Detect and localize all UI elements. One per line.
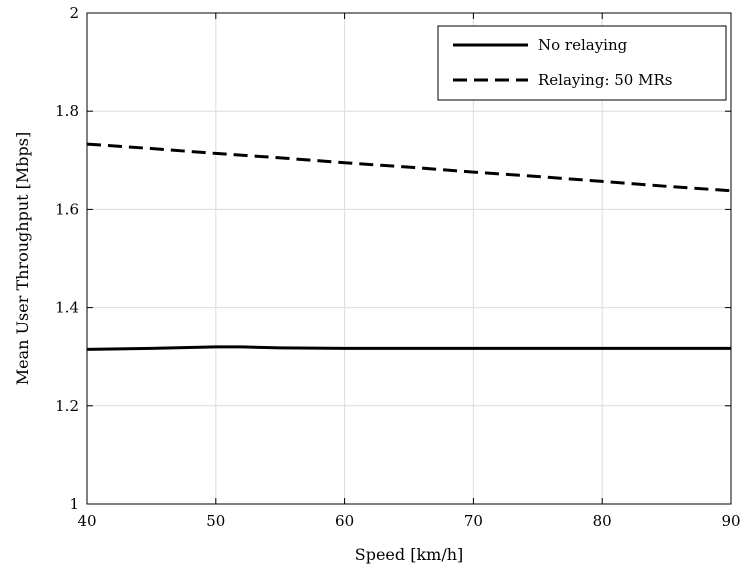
y-axis-label: Mean User Throughput [Mbps] [13, 132, 32, 385]
axis-ticks: 40 50 60 70 80 90 1 1.2 1.4 1.6 1.8 2 [55, 4, 740, 530]
legend-label-0: No relaying [538, 36, 628, 54]
y-tick-label: 2 [69, 4, 79, 22]
y-tick-label: 1.8 [55, 102, 79, 120]
x-tick-label: 80 [593, 512, 612, 530]
series-line-0 [86, 345, 731, 351]
series-lines [86, 142, 732, 351]
x-tick-label: 40 [77, 512, 96, 530]
x-tick-label: 90 [721, 512, 740, 530]
series-line-1 [86, 142, 732, 193]
x-axis-label: Speed [km/h] [355, 545, 464, 564]
y-tick-label: 1.4 [55, 299, 79, 317]
y-tick-label: 1.6 [55, 200, 79, 218]
legend: No relaying Relaying: 50 MRs [437, 25, 727, 101]
x-tick-label: 70 [464, 512, 483, 530]
plot-area-frame [86, 12, 732, 505]
y-tick-label: 1.2 [55, 397, 79, 415]
x-tick-label: 50 [206, 512, 225, 530]
legend-label-1: Relaying: 50 MRs [538, 71, 672, 89]
x-tick-label: 60 [335, 512, 354, 530]
y-tick-label: 1 [69, 495, 79, 513]
legend-box [437, 25, 727, 101]
